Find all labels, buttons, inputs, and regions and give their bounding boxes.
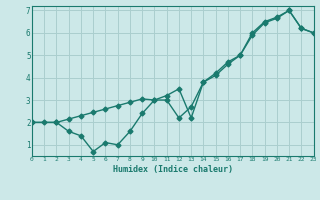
- X-axis label: Humidex (Indice chaleur): Humidex (Indice chaleur): [113, 165, 233, 174]
